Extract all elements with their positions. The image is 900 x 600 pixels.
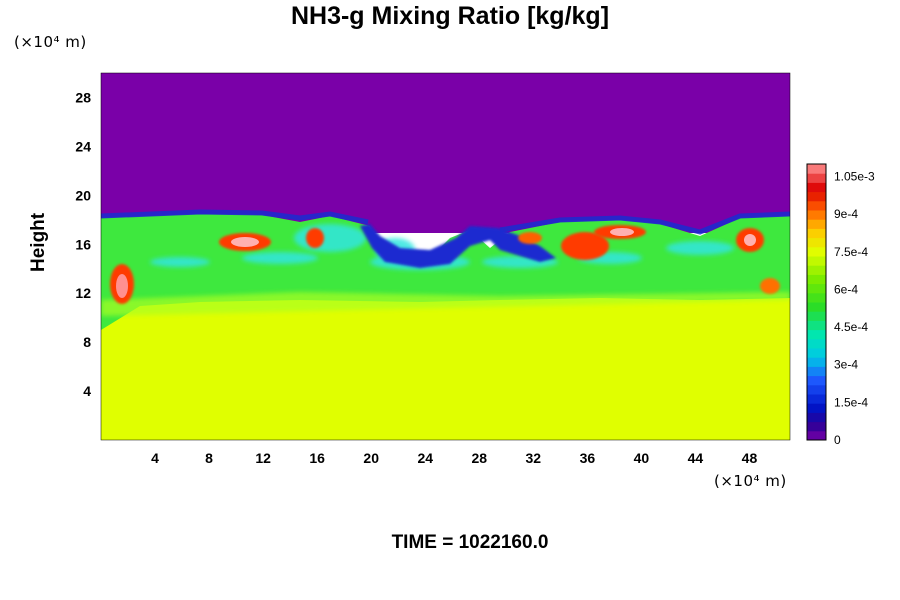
colorbar-segment bbox=[807, 256, 826, 266]
colorbar-segment bbox=[807, 164, 826, 174]
colorbar-segment bbox=[807, 366, 826, 377]
colorbar-segment bbox=[807, 357, 826, 367]
x-tick-label: 12 bbox=[255, 450, 271, 466]
colorbar-segment bbox=[807, 375, 826, 386]
colorbar-segment bbox=[807, 412, 826, 423]
colorbar-label: 3e-4 bbox=[834, 358, 858, 372]
x-tick-label: 20 bbox=[363, 450, 379, 466]
x-tick-label: 48 bbox=[742, 450, 758, 466]
colorbar-segment bbox=[807, 430, 826, 441]
colorbar-segment bbox=[807, 283, 826, 294]
x-tick-labels: 4 8 12 16 20 24 28 32 36 40 44 48 bbox=[151, 450, 757, 466]
colorbar-segment bbox=[807, 302, 826, 312]
time-label: TIME = 1022160.0 bbox=[391, 532, 549, 553]
y-tick-label: 20 bbox=[75, 187, 91, 203]
x-tick-label: 4 bbox=[151, 450, 159, 466]
plot-frame bbox=[100, 72, 791, 441]
colorbar-label: 6e-4 bbox=[834, 282, 858, 296]
hotspots bbox=[110, 225, 780, 304]
mixing-layer-region bbox=[101, 214, 790, 330]
colorbar-segment bbox=[807, 237, 826, 248]
colorbar-label: 1.05e-3 bbox=[834, 170, 875, 184]
x-tick-label: 32 bbox=[526, 450, 542, 466]
colorbar-segment bbox=[807, 246, 826, 257]
colorbar-segment bbox=[807, 403, 826, 413]
colorbar-segment bbox=[807, 265, 826, 275]
colorbar: 0 1.5e-4 3e-4 4.5e-4 6e-4 7.5e-4 9e-4 1.05e-3 bbox=[806, 163, 875, 447]
colorbar-label: 7.5e-4 bbox=[834, 245, 868, 259]
colorbar-segment bbox=[807, 219, 826, 229]
y-tick-label: 4 bbox=[83, 383, 91, 399]
colorbar-segment bbox=[807, 348, 826, 358]
x-tick-label: 28 bbox=[471, 450, 487, 466]
colorbar-segment bbox=[807, 311, 826, 321]
colorbar-segment bbox=[807, 200, 826, 211]
colorbar-label: 0 bbox=[834, 433, 841, 447]
colorbar-segment bbox=[807, 210, 826, 220]
colorbar-segment bbox=[807, 421, 826, 432]
colorbar-frame bbox=[806, 163, 827, 441]
upper-layer-region bbox=[101, 73, 790, 233]
x-tick-label: 24 bbox=[417, 450, 433, 466]
colorbar-label: 4.5e-4 bbox=[834, 320, 868, 334]
colorbar-segment bbox=[807, 182, 826, 193]
colorbar-label: 9e-4 bbox=[834, 207, 858, 221]
colorbar-segment bbox=[807, 394, 826, 404]
colorbar-segment bbox=[807, 292, 826, 303]
y-tick-labels: 4 8 12 16 20 24 28 bbox=[75, 89, 91, 399]
y-tick-label: 12 bbox=[75, 285, 91, 301]
x-tick-label: 40 bbox=[634, 450, 650, 466]
blue-trough bbox=[360, 224, 556, 268]
y-tick-label: 28 bbox=[75, 89, 91, 105]
colorbar-segment bbox=[807, 384, 826, 395]
heatmap-field bbox=[101, 73, 790, 440]
colorbar-segment bbox=[807, 173, 826, 183]
colorbar-segment bbox=[807, 338, 826, 349]
x-axis-unit: (×10⁴ m) bbox=[714, 472, 787, 490]
y-tick-label: 8 bbox=[83, 334, 91, 350]
colorbar-segment bbox=[807, 274, 826, 285]
x-tick-label: 16 bbox=[309, 450, 325, 466]
x-tick-label: 36 bbox=[580, 450, 596, 466]
colorbar-segment bbox=[807, 320, 826, 331]
x-tick-label: 44 bbox=[688, 450, 704, 466]
colorbar-segment bbox=[807, 329, 826, 340]
colorbar-label: 1.5e-4 bbox=[834, 395, 868, 409]
x-tick-label: 8 bbox=[205, 450, 213, 466]
y-axis-unit: (×10⁴ m) bbox=[14, 33, 87, 51]
y-tick-label: 16 bbox=[75, 236, 91, 252]
chart-title: NH3-g Mixing Ratio [kg/kg] bbox=[290, 2, 610, 30]
y-tick-label: 24 bbox=[75, 138, 91, 154]
colorbar-segment bbox=[807, 228, 826, 239]
colorbar-segment bbox=[807, 191, 826, 202]
